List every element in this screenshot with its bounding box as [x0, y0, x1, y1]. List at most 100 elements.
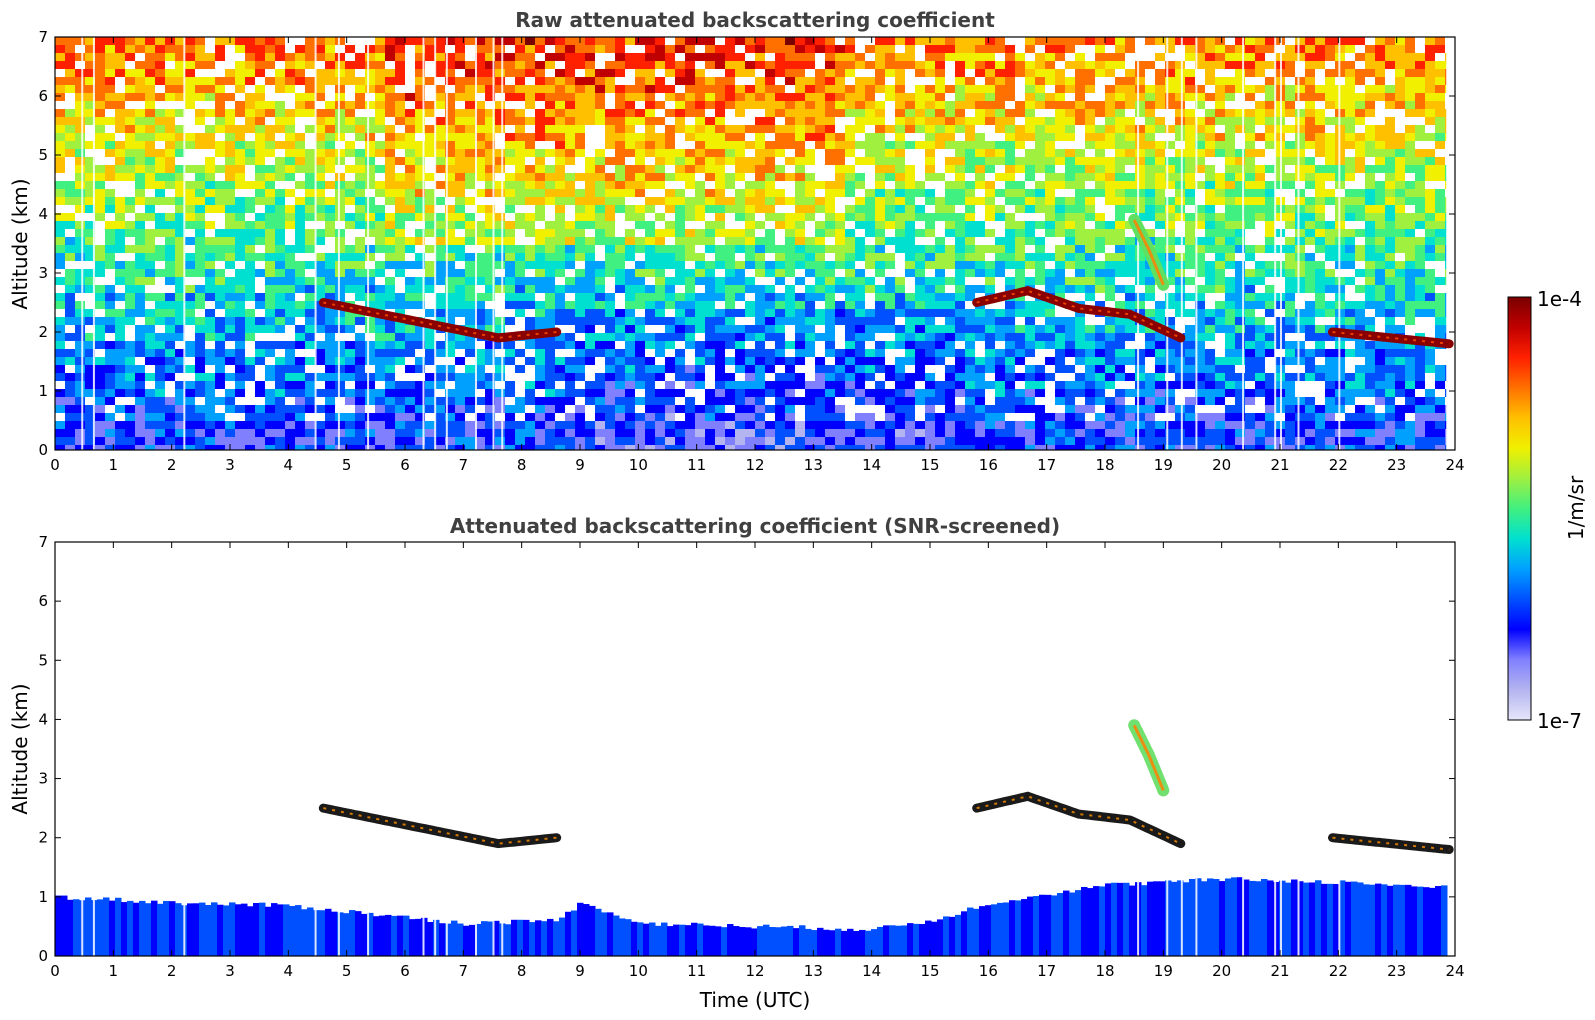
heatmap-cell	[165, 197, 175, 205]
heatmap-cell	[325, 269, 335, 277]
heatmap-cell	[825, 45, 835, 53]
heatmap-cell	[1115, 269, 1125, 277]
heatmap-cell	[395, 301, 405, 309]
heatmap-cell	[1015, 213, 1025, 221]
heatmap-cell	[1225, 53, 1235, 61]
heatmap-cell	[365, 77, 375, 85]
heatmap-cell	[1205, 45, 1215, 53]
heatmap-cell	[895, 261, 905, 269]
heatmap-cell	[375, 149, 385, 157]
heatmap-cell	[445, 269, 455, 277]
heatmap-cell	[185, 205, 195, 213]
heatmap-cell	[705, 85, 715, 93]
heatmap-cell	[65, 245, 75, 253]
heatmap-cell	[215, 213, 225, 221]
heatmap-cell	[595, 141, 605, 149]
heatmap-cell	[1405, 285, 1415, 293]
heatmap-cell	[1025, 293, 1035, 301]
heatmap-cell	[425, 133, 435, 141]
heatmap-cell	[85, 53, 95, 61]
heatmap-cell	[1055, 229, 1065, 237]
heatmap-cell	[245, 53, 255, 61]
heatmap-cell	[295, 317, 305, 325]
heatmap-cell	[455, 237, 465, 245]
heatmap-cell	[1215, 181, 1225, 189]
heatmap-cell	[335, 61, 345, 69]
heatmap-cell	[795, 237, 805, 245]
heatmap-cell	[495, 253, 505, 261]
heatmap-cell	[315, 205, 325, 213]
heatmap-cell	[465, 149, 475, 157]
heatmap-cell	[775, 69, 785, 77]
heatmap-cell	[455, 221, 465, 229]
heatmap-cell	[505, 221, 515, 229]
heatmap-cell	[825, 197, 835, 205]
heatmap-cell	[615, 69, 625, 77]
heatmap-cell	[1025, 197, 1035, 205]
heatmap-cell	[815, 37, 825, 45]
heatmap-cell	[195, 101, 205, 109]
heatmap-cell	[125, 157, 135, 165]
heatmap-cell	[185, 229, 195, 237]
heatmap-cell	[1315, 245, 1325, 253]
heatmap-cell	[565, 133, 575, 141]
heatmap-cell	[1145, 309, 1155, 317]
heatmap-cell	[515, 293, 525, 301]
heatmap-cell	[1045, 45, 1055, 53]
heatmap-cell	[85, 61, 95, 69]
heatmap-cell	[275, 93, 285, 101]
heatmap-cell	[1135, 133, 1145, 141]
heatmap-cell	[415, 205, 425, 213]
heatmap-cell	[365, 133, 375, 141]
heatmap-cell	[475, 317, 485, 325]
heatmap-cell	[955, 301, 965, 309]
heatmap-cell	[915, 141, 925, 149]
heatmap-cell	[1135, 205, 1145, 213]
heatmap-cell	[1375, 133, 1385, 141]
heatmap-cell	[565, 125, 575, 133]
heatmap-cell	[405, 285, 415, 293]
heatmap-cell	[715, 229, 725, 237]
heatmap-cell	[705, 157, 715, 165]
heatmap-cell	[825, 301, 835, 309]
heatmap-cell	[675, 125, 685, 133]
heatmap-cell	[925, 205, 935, 213]
heatmap-cell	[895, 181, 905, 189]
heatmap-cell	[805, 157, 815, 165]
heatmap-cell	[445, 141, 455, 149]
heatmap-cell	[655, 301, 665, 309]
heatmap-cell	[115, 205, 125, 213]
heatmap-cell	[415, 157, 425, 165]
heatmap-cell	[445, 253, 455, 261]
heatmap-cell	[995, 237, 1005, 245]
heatmap-cell	[1135, 53, 1145, 61]
heatmap-cell	[1175, 37, 1185, 45]
heatmap-cell	[675, 293, 685, 301]
heatmap-cell	[1325, 293, 1335, 301]
heatmap-cell	[95, 285, 105, 293]
heatmap-cell	[1015, 45, 1025, 53]
heatmap-cell	[555, 69, 565, 77]
heatmap-cell	[1235, 245, 1245, 253]
heatmap-cell	[1375, 245, 1385, 253]
heatmap-cell	[735, 301, 745, 309]
heatmap-cell	[985, 317, 995, 325]
heatmap-cell	[1405, 301, 1415, 309]
heatmap-cell	[485, 221, 495, 229]
heatmap-cell	[1015, 189, 1025, 197]
heatmap-cell	[515, 149, 525, 157]
panel-raw-title: Raw attenuated backscattering coefficien…	[515, 8, 995, 32]
heatmap-cell	[785, 45, 795, 53]
heatmap-cell	[165, 213, 175, 221]
heatmap-cell	[525, 109, 535, 117]
heatmap-cell	[1245, 269, 1255, 277]
heatmap-cell	[875, 149, 885, 157]
heatmap-cell	[1145, 293, 1155, 301]
heatmap-cell	[365, 141, 375, 149]
heatmap-cell	[365, 173, 375, 181]
heatmap-cell	[1135, 253, 1145, 261]
heatmap-cell	[165, 125, 175, 133]
heatmap-cell	[445, 69, 455, 77]
heatmap-cell	[645, 229, 655, 237]
heatmap-cell	[1125, 69, 1135, 77]
